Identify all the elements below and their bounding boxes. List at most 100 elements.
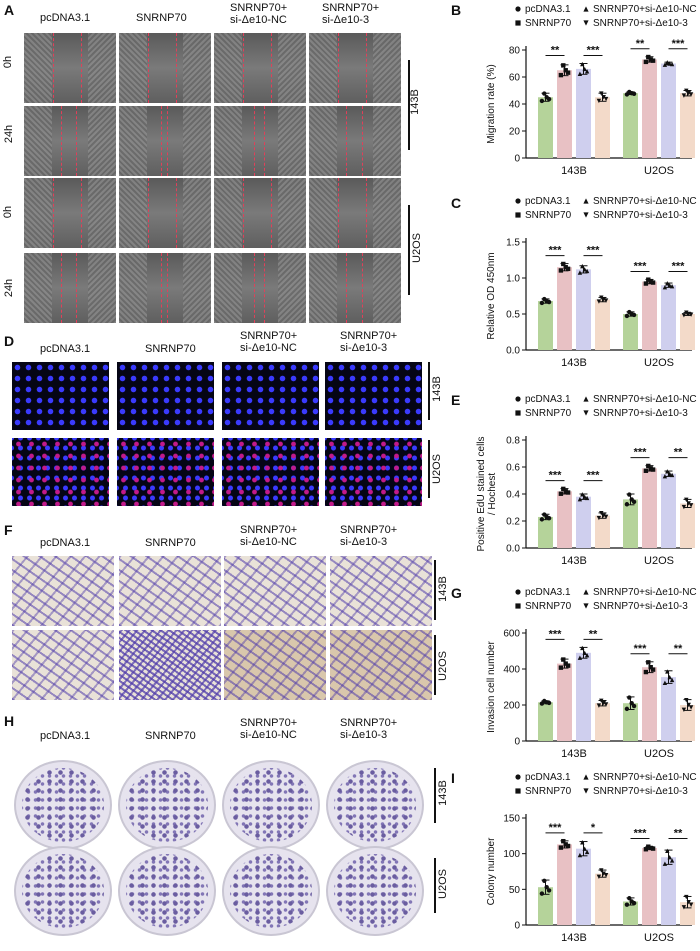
data-point <box>643 669 649 675</box>
colony-dish-si3-0 <box>326 760 424 850</box>
row-label-u2os: U2OS <box>430 454 443 484</box>
row-label-u2os: U2OS <box>436 651 449 681</box>
wound-image-nc-3 <box>214 253 306 323</box>
data-point <box>561 838 566 844</box>
data-point <box>643 468 649 473</box>
y-tick-label: 200 <box>503 701 520 712</box>
bar-pcdna-143B <box>538 887 553 925</box>
data-point <box>631 312 637 318</box>
data-point <box>667 855 672 860</box>
legend-marker <box>583 396 589 402</box>
x-tick-label: U2OS <box>644 357 674 369</box>
group-label-nc: SNRNP70+ si-Δe10-NC <box>240 330 298 354</box>
colony-number-chart: pcDNA3.1 SNRNP70 SNRNP70+si-Δe10-NC SNRNP70… <box>486 772 697 944</box>
data-point <box>627 896 632 901</box>
data-point <box>688 705 694 710</box>
wound-edge-line <box>161 253 163 323</box>
data-point <box>665 281 670 286</box>
y-tick-label: 0.5 <box>506 310 520 321</box>
data-point <box>558 665 564 670</box>
legend-label-snrnp: SNRNP70 <box>525 601 572 612</box>
wound-image-si3-0 <box>309 33 401 103</box>
data-point <box>662 680 668 685</box>
data-point <box>580 263 585 269</box>
cell-line-bracket <box>434 635 436 695</box>
wound-edge-line <box>81 178 83 248</box>
cell-line-bracket <box>434 560 436 620</box>
colony-dish-pcdna-1 <box>14 846 112 936</box>
data-point <box>646 54 651 60</box>
panel-label-c: C <box>451 195 462 211</box>
legend-label-pcdna: pcDNA3.1 <box>525 587 571 598</box>
legend-label-nc: SNRNP70+si-Δe10-NC <box>593 587 697 598</box>
data-point <box>561 261 566 267</box>
data-point <box>546 96 552 102</box>
bar-nc-143B <box>576 848 591 925</box>
wound-edge-line <box>243 33 245 103</box>
wound-image-snrnp70-2 <box>119 178 211 248</box>
data-point <box>563 661 568 666</box>
legend-label-nc: SNRNP70+si-Δe10-NC <box>593 196 697 207</box>
transwell-image-pcdna-1 <box>12 630 114 700</box>
invasion-chart: pcDNA3.1 SNRNP70 SNRNP70+si-Δe10-NC SNRNP70… <box>486 587 697 760</box>
panel-label-e: E <box>451 392 461 408</box>
row-label-143b: 143B <box>430 376 443 402</box>
data-point <box>646 277 651 282</box>
group-label-pcdna: pcDNA3.1 <box>40 343 91 355</box>
bar-nc-143B <box>576 269 591 350</box>
data-point <box>544 884 549 890</box>
data-point <box>596 299 602 304</box>
bar-pcdna-U2OS <box>623 499 638 548</box>
data-point <box>601 513 606 518</box>
wound-edge-line <box>345 106 348 176</box>
row-label-143b: 143B <box>436 780 449 806</box>
legend-marker <box>515 396 521 402</box>
y-tick-label: 0.0 <box>506 346 520 357</box>
data-point <box>603 702 609 707</box>
y-axis-label: Migration rate (%) <box>486 64 497 143</box>
data-point <box>684 88 689 93</box>
data-point <box>650 58 656 63</box>
significance-label: *** <box>587 470 601 482</box>
y-tick-label: 600 <box>503 629 520 640</box>
wound-image-snrnp70-0 <box>119 33 211 103</box>
significance-label: *** <box>634 828 648 840</box>
transwell-image-si3-0 <box>330 556 432 626</box>
legend-label-nc: SNRNP70+si-Δe10-NC <box>593 4 697 15</box>
data-point <box>686 91 691 96</box>
wound-image-snrnp70-1 <box>119 106 211 176</box>
legend-label-si3: SNRNP70+si-Δe10-3 <box>593 18 688 29</box>
row-label-143b: 143B <box>408 89 421 115</box>
data-point <box>624 313 630 319</box>
cell-line-bracket <box>408 205 410 295</box>
legend-label-si3: SNRNP70+si-Δe10-3 <box>593 210 688 221</box>
significance-label: *** <box>672 260 686 272</box>
significance-label: *** <box>549 470 563 482</box>
data-point <box>582 846 587 851</box>
data-point <box>624 902 630 907</box>
legend-marker <box>583 212 589 218</box>
wound-edge-line <box>362 106 364 176</box>
cell-line-bracket <box>434 768 436 823</box>
data-point <box>561 63 566 68</box>
data-point <box>563 265 568 270</box>
y-tick-label: 0.0 <box>506 544 520 555</box>
group-label-pcdna: pcDNA3.1 <box>40 537 91 549</box>
bar-nc-143B <box>576 652 591 741</box>
legend-marker <box>515 603 521 609</box>
bar-si3-143B <box>595 873 610 925</box>
data-point <box>686 501 691 506</box>
data-point <box>650 846 656 851</box>
x-tick-label: U2OS <box>644 932 674 944</box>
bar-nc-143B <box>576 496 591 548</box>
wound-edge-line <box>362 253 364 323</box>
bar-snrnp-U2OS <box>642 59 657 159</box>
group-label-pcdna: pcDNA3.1 <box>40 730 91 742</box>
y-axis-label: Invasion cell number <box>486 640 497 732</box>
significance-label: *** <box>672 38 686 50</box>
legend-label-snrnp: SNRNP70 <box>525 408 572 419</box>
data-point <box>563 489 568 494</box>
data-point <box>577 71 583 76</box>
wound-image-si3-2 <box>309 178 401 248</box>
bar-pcdna-U2OS <box>623 901 638 925</box>
